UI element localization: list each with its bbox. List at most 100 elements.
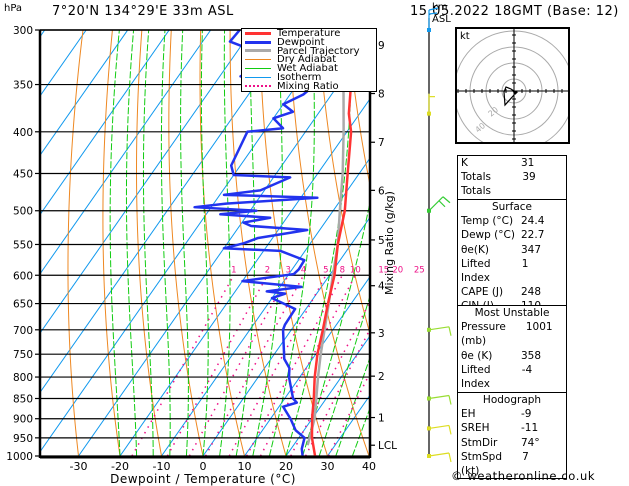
index-value: 22.7 — [521, 229, 545, 242]
mixing-ratio-label: 3 — [286, 265, 291, 275]
wind-barb-feather — [448, 326, 452, 336]
mixing-ratio-label: 4 — [301, 265, 306, 275]
altitude-axis-unit: km ASL — [432, 2, 451, 26]
pressure-tick-label: 350 — [13, 80, 33, 92]
datetime-title: 15.05.2022 18GMT (Base: 12) — [410, 4, 619, 19]
wind-barb-feather — [448, 452, 452, 463]
wet-adiabat-line — [200, 30, 209, 456]
index-value: -9 — [521, 408, 532, 421]
dry-adiabat-line — [67, 30, 84, 456]
wet-adiabat-line — [125, 30, 138, 456]
isotherm-line — [40, 30, 253, 335]
altitude-tick-label: 5 — [378, 235, 385, 247]
x-axis-label: Dewpoint / Temperature (°C) — [110, 472, 296, 486]
dry-adiabat-line — [102, 30, 121, 456]
pressure-tick-label: 900 — [13, 414, 33, 426]
isotherm-line — [40, 30, 129, 157]
index-label: θe(K) — [461, 243, 489, 256]
legend-item-dewpoint: Dewpoint — [242, 37, 376, 47]
index-row: Temp (°C) 24.4 — [458, 214, 566, 228]
mixing-ratio-line — [204, 274, 305, 456]
mixing-ratio-line — [228, 274, 327, 456]
index-label: StmSpd (kt) — [461, 450, 503, 478]
legend-label: Temperature — [277, 27, 341, 39]
wind-barb-staff — [428, 452, 450, 457]
hodograph: 20 40 kt — [455, 27, 570, 144]
x-tick-label: -10 — [153, 460, 171, 473]
pressure-tick-label: 1000 — [6, 451, 33, 463]
surface-indices-table: Surface Temp (°C) 24.4 Dewp (°C) 22.7 θe(K) 34… — [457, 199, 567, 315]
x-tick-label: 20 — [279, 460, 293, 473]
legend-swatch — [245, 68, 271, 70]
pressure-tick-label: 450 — [13, 168, 33, 180]
index-row: StmDir 74° — [458, 436, 566, 450]
index-label: Lifted Index — [461, 257, 491, 285]
altitude-tick-label: 3 — [378, 328, 385, 340]
wet-adiabat-line — [318, 294, 370, 456]
dry-adiabat-line — [583, 30, 629, 456]
legend-item-dry-adiabat: Dry Adiabat — [242, 54, 376, 66]
mixing-ratio-line — [188, 274, 289, 456]
wind-barb — [428, 93, 435, 114]
isotherm-line — [161, 157, 370, 456]
wind-barb — [428, 196, 451, 212]
index-value: 39 — [522, 171, 536, 184]
legend-swatch — [245, 40, 271, 44]
pressure-tick-label: 750 — [13, 349, 33, 361]
mixing-ratio-label: 20 — [392, 265, 403, 275]
wind-barb-feather — [428, 7, 439, 11]
isotherm-line — [40, 30, 170, 216]
index-value: 1 — [521, 257, 529, 270]
index-row: θe (K) 358 — [458, 349, 566, 363]
dry-adiabat-line — [288, 30, 370, 456]
legend-item-isotherm: Isotherm — [242, 71, 376, 83]
legend-swatch — [245, 31, 271, 35]
index-row: Lifted Index 1 — [458, 257, 566, 285]
index-label: Pressure (mb) — [461, 321, 506, 348]
index-label: Dewp (°C) — [461, 229, 515, 242]
km-label: km — [432, 2, 448, 13]
x-tick-label: 40 — [362, 460, 376, 473]
index-value: 248 — [521, 286, 542, 299]
legend-item-temperature: Temperature — [242, 27, 376, 39]
pressure-axis-unit: hPa — [4, 3, 23, 14]
index-label: Totals Totals — [461, 171, 491, 198]
copyright: © weatheronline.co.uk — [451, 469, 596, 483]
mixing-ratio-label: 25 — [414, 265, 425, 275]
index-value: 358 — [521, 349, 542, 362]
hodograph-ring-label: 20 — [487, 105, 501, 118]
index-value: 1001 — [525, 321, 553, 334]
index-label: Lifted Index — [461, 363, 491, 391]
altitude-tick-label: 7 — [378, 137, 385, 149]
legend-label: Dry Adiabat — [277, 54, 337, 66]
mixing-ratio-line — [327, 371, 370, 456]
isotherm-line — [40, 30, 212, 275]
legend-swatch — [245, 76, 271, 78]
wind-barb-feather — [442, 196, 451, 204]
index-row: K 31 — [458, 156, 566, 170]
index-row: Totals Totals 39 — [458, 170, 566, 198]
altitude-tick-label: LCL — [378, 440, 397, 452]
wet-adiabat-line — [285, 30, 353, 456]
pressure-tick-label: 850 — [13, 393, 33, 405]
hodograph-unit: kt — [460, 31, 470, 42]
legend-swatch — [245, 59, 271, 61]
index-value: 74° — [521, 436, 540, 449]
altitude-tick-label: 6 — [378, 185, 385, 197]
index-row: Lifted Index -4 — [458, 363, 566, 391]
wet-adiabat-line — [351, 406, 370, 456]
dry-adiabat-line — [347, 30, 370, 188]
section-title: Most Unstable — [474, 307, 550, 319]
legend-label: Isotherm — [277, 71, 322, 83]
index-row: CAPE (J) 248 — [458, 285, 566, 299]
index-value: 31 — [521, 157, 535, 169]
index-value: 24.4 — [521, 215, 545, 228]
location-title: 7°20'N 134°29'E 33m ASL — [52, 4, 234, 19]
pressure-tick-label: 600 — [13, 270, 33, 282]
wind-barb — [428, 7, 439, 30]
wind-barb-staff — [428, 196, 444, 212]
hodograph-ring-label: 40 — [474, 121, 488, 134]
index-row: Pressure (mb) 1001 — [458, 320, 566, 348]
wind-barb-feather — [428, 12, 438, 15]
